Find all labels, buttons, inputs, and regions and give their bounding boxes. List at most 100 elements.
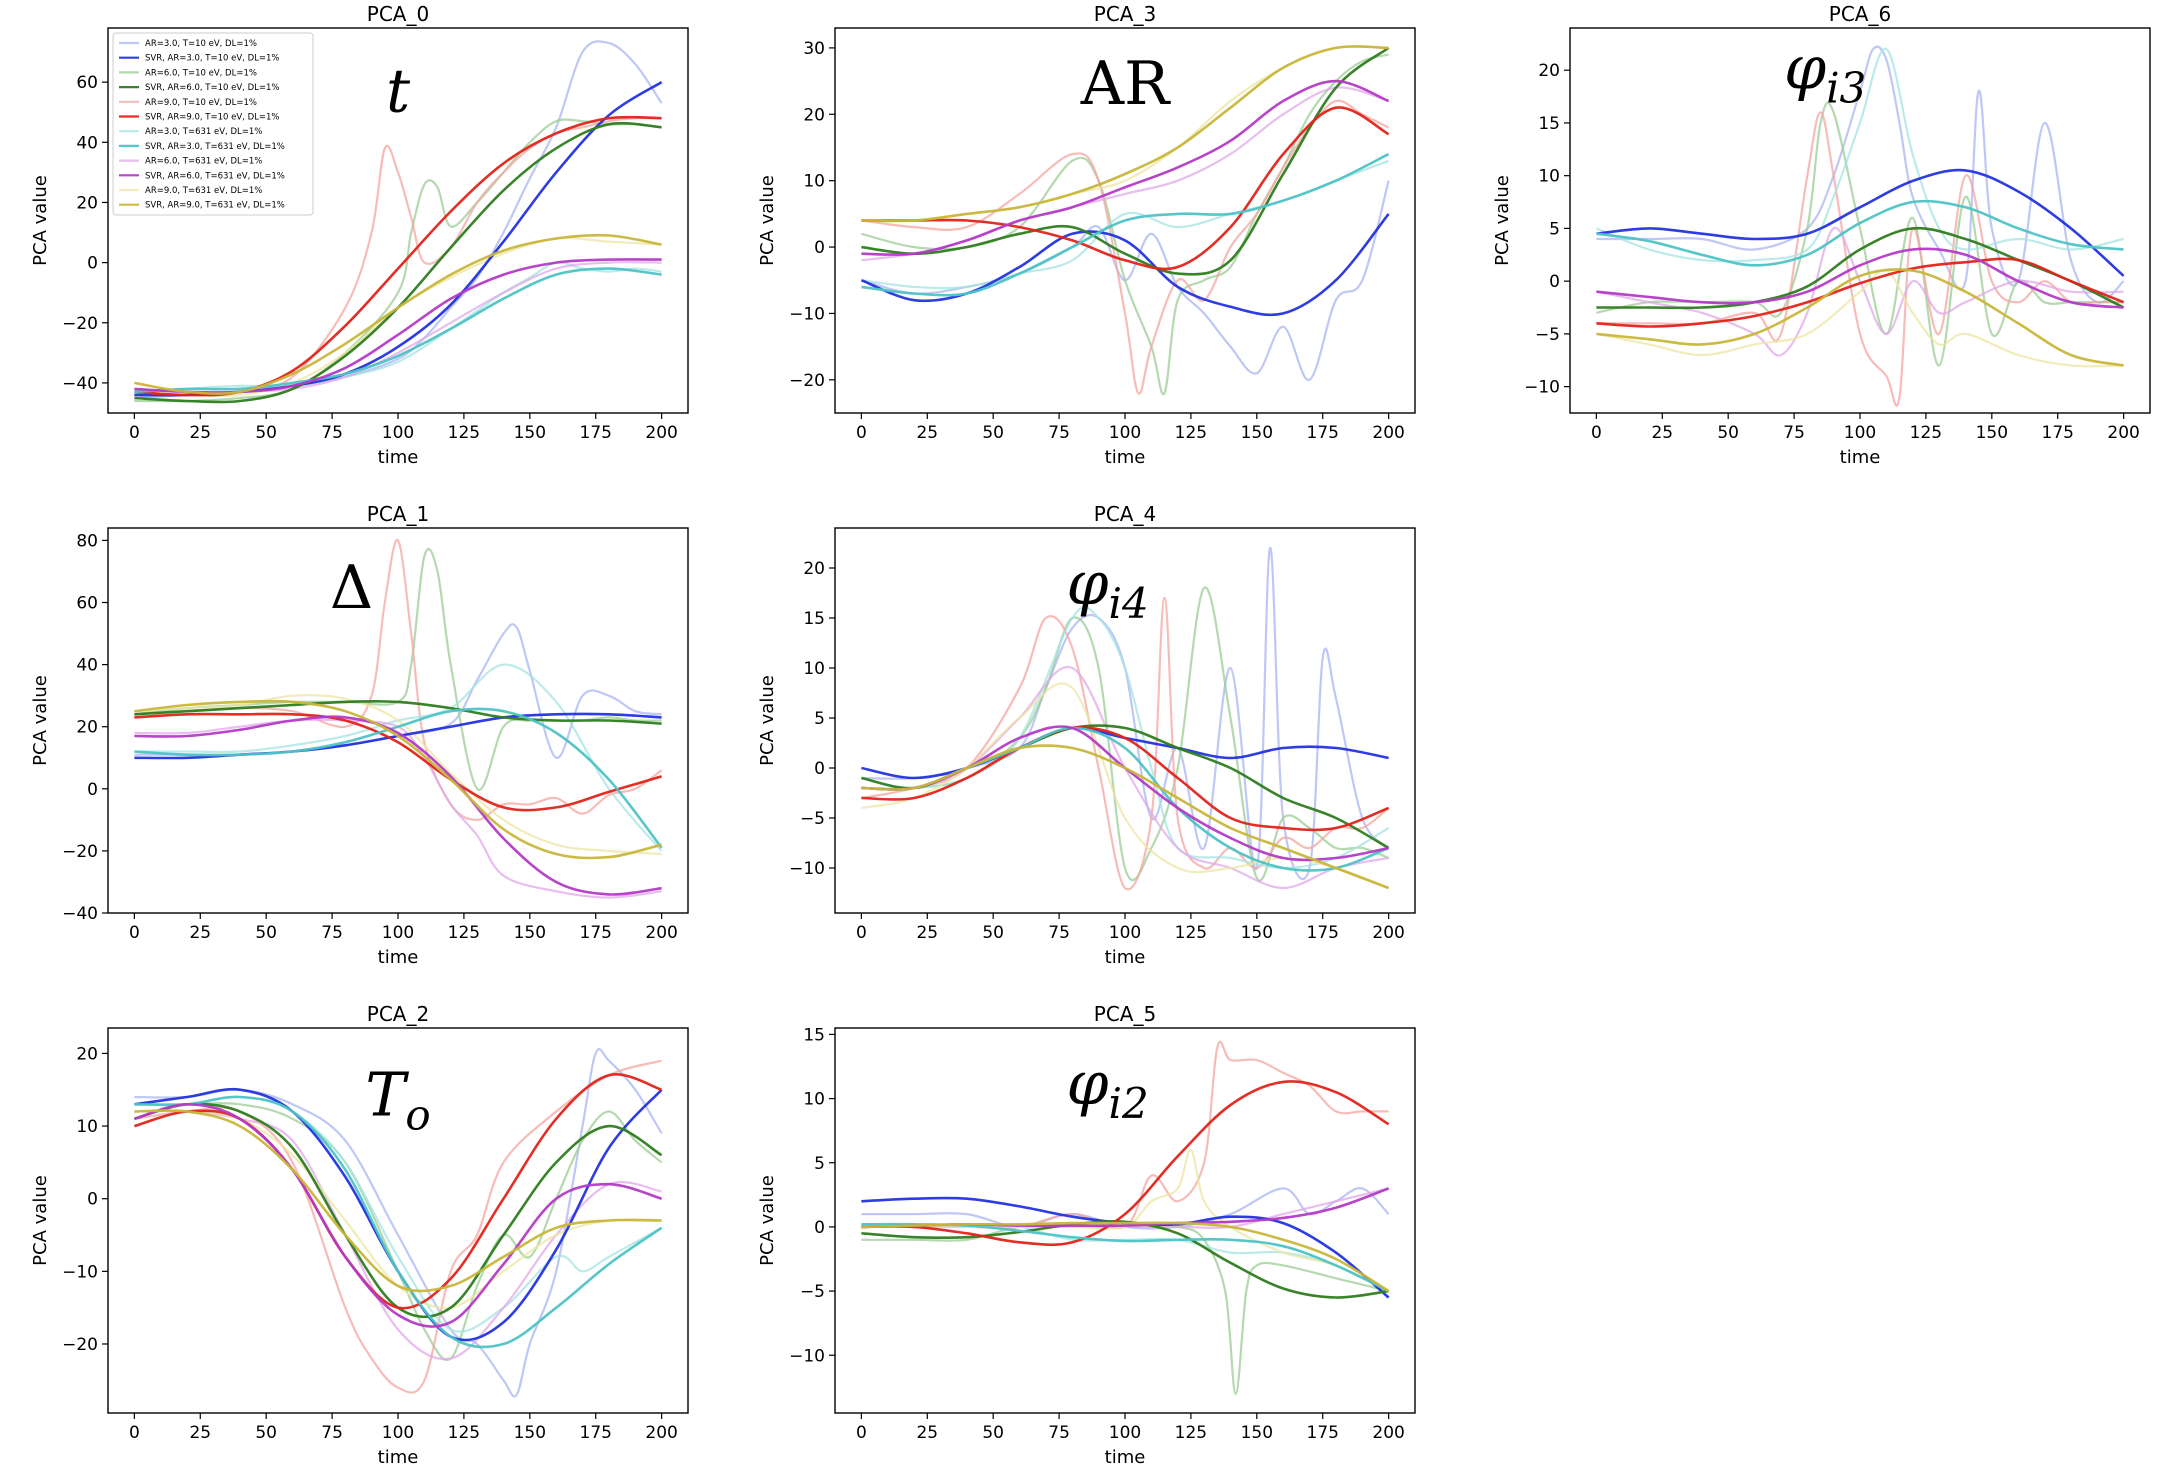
y-tick-label: 0 [814,238,825,258]
series-line-5 [861,1040,1389,1230]
legend-entry: AR=9.0, T=10 eV, DL=1% [145,98,257,108]
series-line-5 [1596,111,2124,407]
y-tick-label: −20 [62,1335,98,1355]
series-line-4 [134,699,662,725]
series-line-3 [861,1224,1389,1395]
y-tick-label: −10 [1524,378,1560,398]
series-line-2 [861,726,1389,780]
y-tick-label: 40 [76,656,98,676]
series-line-9 [134,718,662,899]
y-tick-label: 0 [87,254,98,274]
panel-pca-3: 0 25 50 75 100 125 150 175 200 −20 −10 0 10 20 30 PCA_3… [757,2,1416,468]
y-tick-label: −40 [62,904,98,924]
y-axis-label: PCA value [757,1175,778,1266]
x-tick-label: 150 [514,923,546,943]
x-tick-label: 150 [1241,1423,1273,1443]
panel-title: PCA_2 [367,1002,429,1026]
x-tick-label: 200 [1372,1423,1404,1443]
series-line-3 [134,1102,663,1362]
series-line-10 [134,715,662,896]
y-tick-label: 20 [76,1044,98,1064]
x-tick-label: 0 [129,1423,140,1443]
panel-pca-6: 0 25 50 75 100 125 150 175 200 −10 −5 0 5 10 15 20 PCA_6… [1492,2,2151,468]
series-line-12 [134,1109,662,1293]
series-line-6 [861,726,1390,832]
panel-pca-1: 0 25 50 75 100 125 150 175 200 −40 −20 0 20 40 60 80 PCA… [30,502,689,968]
x-tick-label: 175 [580,423,612,443]
panel-title: PCA_4 [1094,502,1156,526]
legend-entry: AR=3.0, T=10 eV, DL=1% [145,39,257,49]
x-tick-label: 200 [645,923,677,943]
x-axis-label: time [1105,447,1146,468]
x-tick-label: 75 [1048,923,1070,943]
x-axis-label: time [1105,947,1146,968]
x-tick-label: 75 [321,923,343,943]
series-line-2 [860,213,1390,317]
legend-entry: SVR, AR=6.0, T=631 eV, DL=1% [145,171,285,181]
legend: AR=3.0, T=10 eV, DL=1% SVR, AR=3.0, T=10 … [112,32,314,216]
panel-annotation: t [386,57,411,127]
panel-annotation: φi3 [1784,34,1866,113]
x-tick-label: 150 [1976,423,2008,443]
y-tick-label: −20 [62,314,98,334]
x-tick-label: 150 [514,1423,546,1443]
y-tick-label: −5 [800,809,825,829]
series-line-10 [134,1103,662,1328]
x-tick-label: 50 [255,923,277,943]
legend-entry: SVR, AR=9.0, T=631 eV, DL=1% [145,201,285,211]
y-tick-label: 15 [1538,114,1560,134]
panel-annotation: φi2 [1067,1049,1149,1128]
legend-entry: SVR, AR=3.0, T=631 eV, DL=1% [145,142,285,152]
x-tick-label: 100 [1109,1423,1141,1443]
x-tick-label: 25 [189,423,211,443]
y-tick-label: 15 [803,1025,825,1045]
panel-annotation: To [365,1060,430,1139]
series-line-12 [134,233,662,395]
x-tick-label: 0 [129,423,140,443]
x-tick-label: 125 [1175,423,1207,443]
series-line-11 [134,693,662,856]
y-tick-label: −20 [789,371,825,391]
y-tick-label: −40 [62,374,98,394]
series-line-10 [134,258,662,394]
series-line-10 [1596,247,2124,309]
series-line-12 [861,1221,1390,1293]
panel-pca-5: 0 25 50 75 100 125 150 175 200 −10 −5 0 5 10 15 PCA_5ti… [757,1002,1416,1468]
x-tick-label: 50 [982,1423,1004,1443]
panel-title: PCA_3 [1094,2,1156,26]
x-tick-label: 100 [1844,423,1876,443]
y-axis-label: PCA value [757,175,778,266]
x-tick-label: 100 [382,923,414,943]
x-axis-label: time [378,447,419,468]
panel-title: PCA_1 [367,502,429,526]
y-axis-label: PCA value [1492,175,1513,266]
x-tick-label: 50 [1717,423,1739,443]
x-tick-label: 25 [189,923,211,943]
series-line-9 [861,665,1389,890]
y-tick-label: 15 [803,609,825,629]
series-line-8 [134,267,662,394]
panel-title: PCA_0 [367,2,429,26]
y-tick-label: −5 [800,1282,825,1302]
series-line-3 [861,586,1390,882]
series-line-5 [134,116,662,395]
x-tick-label: 75 [1048,423,1070,443]
y-axis-label: PCA value [30,175,51,266]
series-group [134,40,663,404]
x-tick-label: 100 [1109,423,1141,443]
legend-entry: AR=3.0, T=631 eV, DL=1% [145,127,262,137]
legend-entry: AR=6.0, T=631 eV, DL=1% [145,157,262,167]
series-line-2 [1596,168,2125,277]
x-tick-label: 175 [1307,1423,1339,1443]
x-tick-label: 100 [382,1423,414,1443]
x-tick-label: 75 [1048,1423,1070,1443]
x-tick-label: 25 [916,923,938,943]
panel-pca-0: 0 25 50 75 100 125 150 175 200 −40 −20 0 20 40 60 PCA_0… [30,2,689,468]
y-tick-label: 20 [76,718,98,738]
y-tick-label: 80 [76,531,98,551]
y-tick-label: 60 [76,73,98,93]
y-tick-label: 0 [87,1190,98,1210]
y-tick-label: 20 [76,193,98,213]
panel-title: PCA_6 [1829,2,1891,26]
